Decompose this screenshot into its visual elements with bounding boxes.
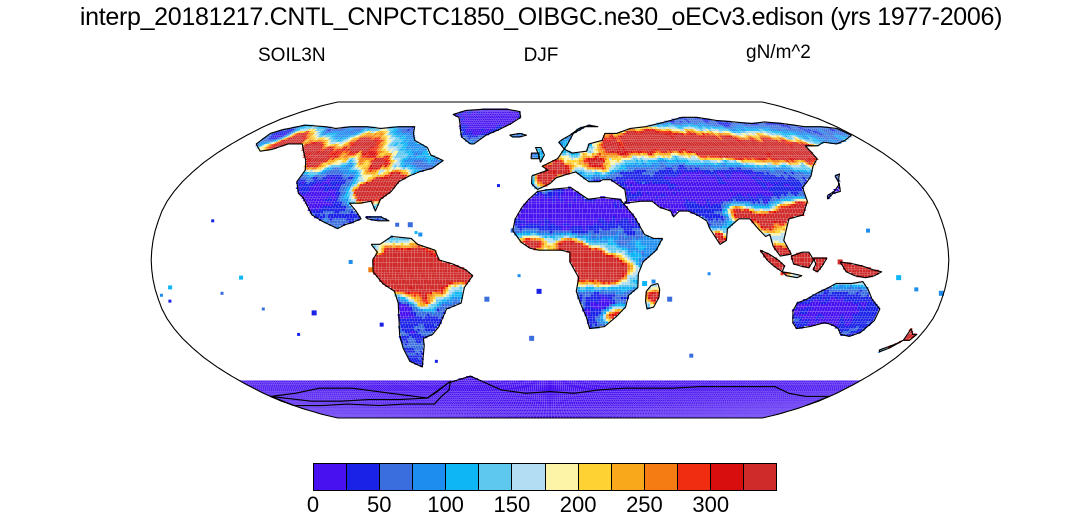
projection-outline [150, 101, 950, 419]
figure-title: interp_20181217.CNTL_CNPCTC1850_OIBGC.ne… [79, 3, 1003, 31]
colorbar-cell-3 [413, 464, 447, 490]
colorbar-tick-0: 0 [306, 492, 320, 517]
colorbar-tick-labels: 0 50 100 150 200 250 300 [307, 492, 777, 520]
colorbar-cell-6 [512, 464, 546, 490]
colorbar-cell-13 [744, 464, 777, 490]
colorbar-cell-4 [446, 464, 480, 490]
coastline-british-isles [535, 147, 545, 163]
coastline-borneo [790, 251, 815, 269]
coastline-australia [792, 280, 881, 337]
colorbar-cell-12 [710, 464, 745, 490]
colorbar-tick-300: 300 [692, 492, 730, 517]
colorbar-cell-10 [644, 464, 678, 490]
colorbar-tick-250: 250 [626, 492, 663, 517]
world-map [150, 60, 950, 440]
coastline-africa [512, 186, 663, 330]
colorbar-cell-9 [611, 464, 645, 490]
coastline-ireland [530, 152, 540, 160]
colorbar-cell-11 [677, 464, 711, 490]
colorbar [313, 463, 777, 491]
coastline-java [781, 271, 803, 279]
coastline-south-america [370, 235, 474, 368]
coastline-madagascar [644, 282, 661, 310]
coastline-greenland [452, 108, 522, 145]
colorbar-cell-5 [479, 464, 513, 490]
coastline-north-america [255, 124, 444, 230]
coastline-antarctica [270, 380, 451, 407]
colorbar-cell-2 [380, 464, 414, 490]
coastline-cuba [365, 216, 390, 222]
coastline-sulawesi [812, 257, 828, 273]
coastline-japan [827, 173, 841, 200]
coastline-new-guinea [839, 261, 883, 279]
colorbar-tick-50: 50 [367, 492, 392, 517]
colorbar-cell-0 [314, 464, 348, 490]
colorbar-tick-100: 100 [427, 492, 464, 517]
coastline-eurasia [530, 116, 852, 257]
colorbar-tick-200: 200 [559, 492, 597, 517]
coastline-new-zealand [878, 328, 918, 353]
coastline-iceland [509, 132, 528, 138]
coastline-antarctica-e [270, 375, 830, 407]
colorbar-cell-8 [578, 464, 612, 490]
colorbar-tick-150: 150 [493, 492, 531, 517]
units-label: gN/m^2 [746, 42, 811, 63]
map-coastline-layer [150, 101, 950, 419]
colorbar-cell-1 [347, 464, 381, 490]
coastline-sumatra [759, 249, 786, 273]
colorbar-cell-7 [545, 464, 579, 490]
